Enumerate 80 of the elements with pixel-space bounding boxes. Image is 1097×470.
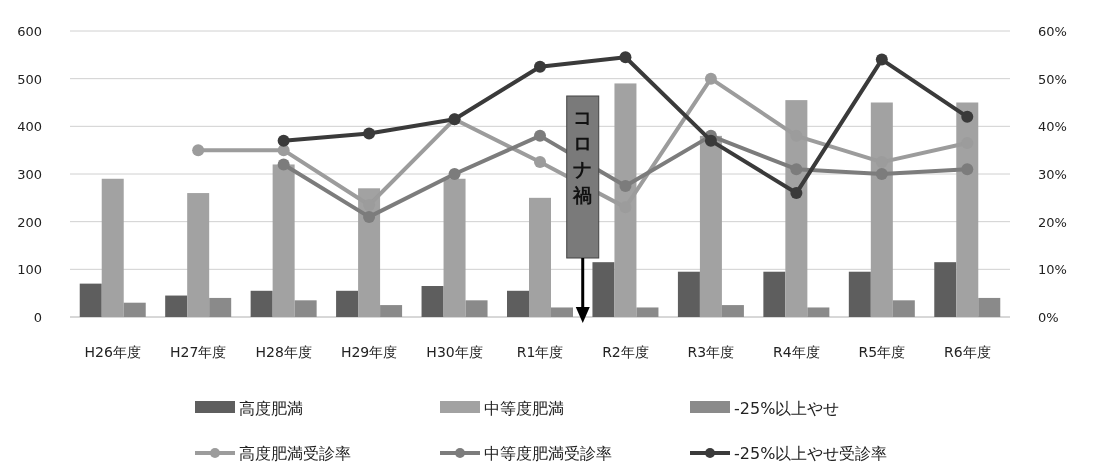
x-tick-label: H28年度 (255, 344, 312, 360)
legend-label: 高度肥満受診率 (239, 444, 351, 463)
x-tick-label: R2年度 (602, 344, 649, 360)
y2-tick-label: 50% (1038, 71, 1067, 87)
bar (892, 300, 915, 317)
bar (978, 297, 1001, 317)
point (619, 179, 632, 192)
point (448, 168, 461, 180)
annotation: コロナ禍 (572, 106, 593, 206)
bar (721, 305, 744, 317)
point (534, 156, 546, 169)
point (619, 51, 632, 64)
point (363, 127, 376, 140)
legend-label: 高度肥満 (239, 399, 303, 418)
bar (421, 286, 444, 317)
y2-tick-label: 20% (1038, 214, 1067, 230)
point (875, 156, 888, 169)
point (790, 187, 803, 200)
bar (677, 271, 700, 317)
x-tick-label: R1年度 (516, 344, 564, 360)
bar (380, 305, 403, 317)
x-tick-label: H27年度 (170, 344, 227, 360)
bar (592, 262, 615, 317)
y-tick-label: 400 (17, 119, 42, 135)
y-tick-label: 300 (17, 167, 42, 182)
bar (79, 283, 102, 317)
y-tick-label: 500 (17, 71, 42, 87)
bar (807, 307, 830, 317)
x-tick-label: R4年度 (773, 344, 820, 360)
y-tick-label: 0 (33, 310, 42, 325)
bar (934, 262, 957, 317)
bar (336, 290, 359, 317)
point (961, 163, 974, 176)
bar (763, 271, 786, 317)
legend-label: 中等度肥満受診率 (484, 444, 612, 463)
bar (101, 178, 124, 317)
x-tick-label: H29年度 (340, 344, 398, 360)
x-tick-label: H26年度 (84, 344, 141, 360)
y2-tick-label: 10% (1038, 262, 1067, 278)
x-tick-label: R5年度 (858, 344, 906, 360)
bar (636, 307, 659, 317)
x-tick-label: R3年度 (687, 344, 735, 360)
y2-tick-label: 40% (1038, 119, 1067, 135)
point (534, 129, 546, 142)
legend-label: -25%以上やせ受診率 (734, 444, 888, 463)
bar (465, 300, 488, 317)
y-tick-label: 600 (17, 24, 42, 39)
y2-tick-label: 30% (1038, 167, 1067, 182)
point (790, 163, 803, 176)
point (192, 144, 205, 157)
point (704, 134, 717, 147)
y2-tick-label: 60% (1038, 24, 1067, 39)
bar (848, 271, 871, 317)
point (534, 60, 546, 73)
bar (123, 302, 146, 317)
legend-label: 中等度肥満 (484, 399, 564, 418)
bar (294, 300, 317, 317)
bar (250, 290, 273, 317)
point (875, 168, 888, 180)
point (277, 158, 290, 171)
bar (507, 290, 529, 317)
bar (209, 297, 232, 317)
bar (187, 193, 210, 317)
x-tick-label: R6年度 (943, 344, 991, 360)
legend-label: -25%以上やせ (734, 399, 840, 418)
bar (165, 295, 188, 317)
point (363, 198, 376, 211)
point (875, 53, 888, 66)
point (277, 134, 290, 147)
point (704, 72, 717, 85)
point (363, 210, 376, 223)
bar (529, 197, 551, 317)
y2-tick-label: 0% (1038, 310, 1059, 325)
bar (699, 135, 722, 317)
y-tick-label: 100 (17, 262, 42, 278)
bar (443, 178, 466, 317)
x-tick-label: H30年度 (426, 344, 483, 360)
bar (272, 164, 295, 317)
y-tick-label: 200 (17, 214, 42, 230)
point (961, 110, 974, 123)
